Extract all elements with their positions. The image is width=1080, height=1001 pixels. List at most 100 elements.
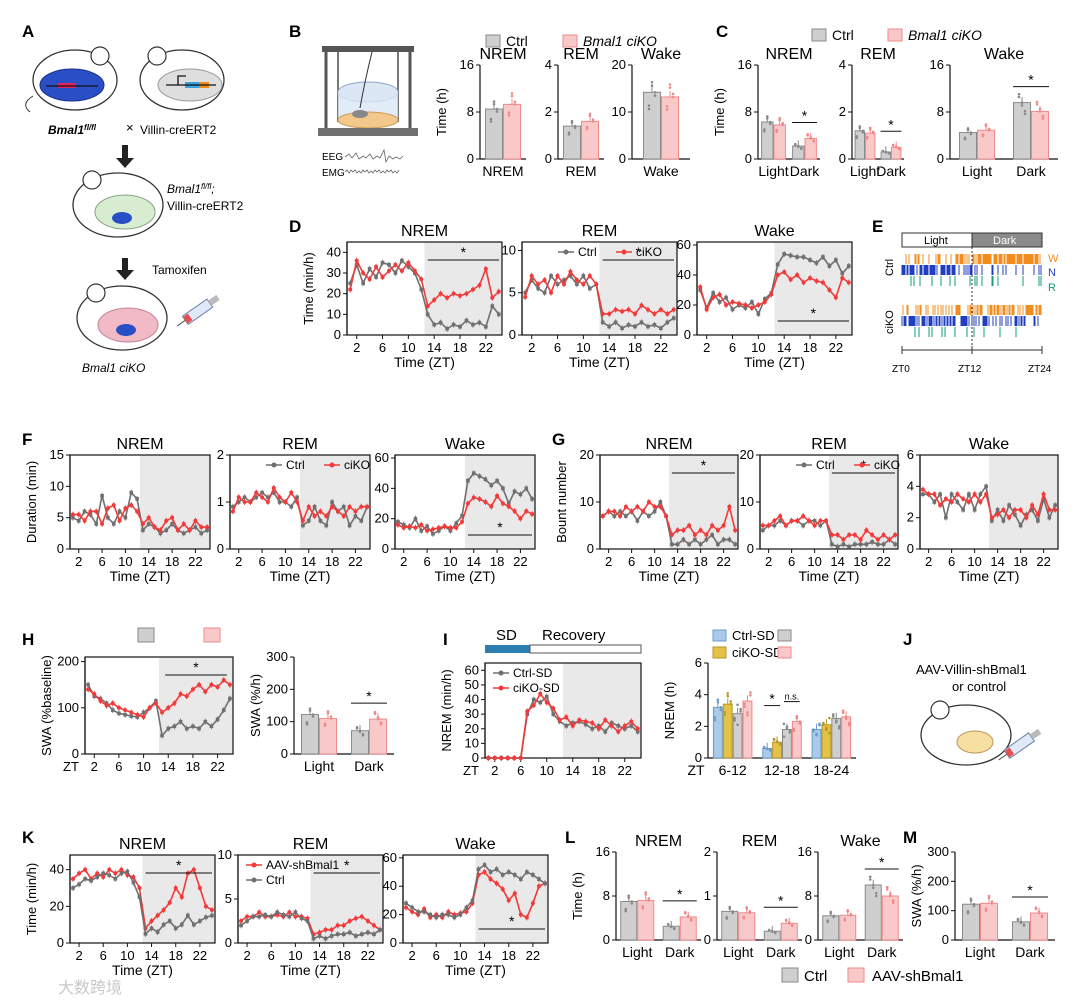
y-tick-label: 10 [612,104,626,119]
individual-point [966,911,970,915]
individual-point [1020,104,1024,107]
data-point [158,528,163,533]
data-point [425,528,430,533]
chart-g_nrem: 0 10 20 Bount number NREM 2 6 10 14 18 22 Time (ZT)… [554,436,739,584]
data-point [847,544,851,549]
data-point [775,262,780,267]
legend-marker [859,462,865,468]
data-point [955,500,960,504]
offspring-genotype-line1: Bmal1fl/fl; [167,182,215,196]
x-category-label: Dark [876,163,907,179]
data-point [166,705,171,710]
y-tick-label: 0 [603,932,610,947]
data-point [380,260,385,265]
individual-point [897,147,901,150]
data-point [283,500,288,504]
data-point [500,887,505,892]
y-tick-label: 40 [383,878,397,893]
individual-point [1023,109,1027,113]
data-point [71,876,76,881]
bar [977,129,995,160]
data-point [354,934,358,938]
dark-phase-shading [424,242,502,335]
data-point [419,287,424,292]
data-point [538,691,543,696]
individual-point [507,113,511,117]
data-point [772,523,777,528]
data-point [561,282,566,287]
data-point [251,914,255,919]
legend-label: ciKO [636,245,662,259]
data-point [633,311,638,316]
data-point [835,544,840,549]
mouse-icon-cre [139,46,225,111]
bar [1030,912,1048,941]
x-axis-label: Time (ZT) [569,354,630,370]
data-point [841,537,846,542]
data-point [113,877,118,881]
data-point [795,255,799,259]
data-point [495,493,500,498]
data-point [354,262,359,267]
data-point [197,682,202,687]
x-tick-label: 18 [165,554,179,569]
x-tick-label: 6 [268,948,275,963]
data-point [1030,508,1034,512]
bar [351,730,369,755]
syringe-icon [998,728,1042,761]
data-point [984,484,988,489]
x-tick-label: 22 [716,554,730,569]
individual-point [800,146,803,150]
data-point [846,280,851,285]
data-point [675,528,680,533]
individual-point [888,892,892,896]
chart-title: REM [742,833,778,850]
data-point [635,519,640,523]
data-point [961,496,966,501]
data-point [858,537,863,542]
y-tick-label: 0 [217,541,224,556]
individual-point [683,910,687,914]
x-axis-label: Time (ZT) [112,962,173,978]
x-category-label: 18-24 [813,762,849,778]
y-tick-label: 8 [805,888,812,903]
y-axis-label: SWA (%/h) [248,674,263,737]
state-label-r: R [1048,282,1056,294]
individual-point [847,723,851,727]
data-point [464,909,469,914]
legend-label: ciKO [344,458,370,472]
data-point [367,267,372,271]
hypnogram-rows [901,254,1042,337]
data-point [762,300,767,304]
dark-phase-shading [599,242,677,335]
individual-point [766,115,769,118]
individual-point [884,150,888,154]
individual-point [782,735,786,738]
data-point [242,500,247,504]
individual-point [778,116,781,120]
y-tick-label: 100 [927,903,949,918]
individual-point [765,747,769,750]
data-point [495,478,499,483]
data-point [367,277,372,282]
data-point [347,930,352,935]
data-point [254,490,259,495]
y-tick-label: 4 [839,57,846,72]
individual-point [770,929,774,933]
data-point [542,278,547,283]
y-tick-label: 0 [281,746,288,761]
individual-point [725,915,729,919]
individual-point [787,921,791,924]
significance-label: * [802,107,808,123]
data-point [671,316,676,320]
data-point [70,512,75,517]
data-point [717,300,722,304]
data-point [335,923,340,928]
data-point [949,500,954,504]
y-tick-label: 200 [927,873,949,888]
individual-point [733,719,736,722]
data-point [525,709,530,714]
data-point [131,880,136,885]
x-tick-label: 10 [401,340,415,355]
